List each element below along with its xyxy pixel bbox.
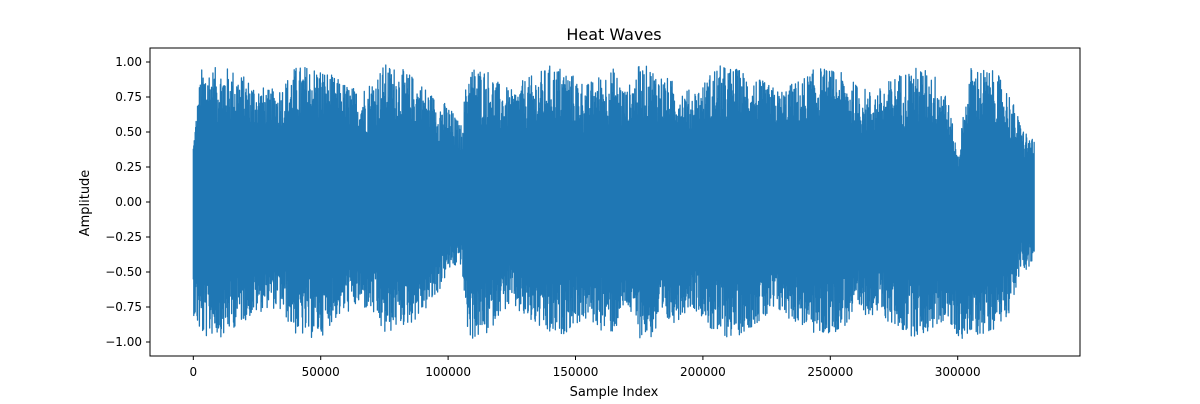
waveform-line [192,64,1035,339]
y-tick-label: −0.25 [105,230,142,244]
x-tick-label: 150000 [553,365,599,379]
waveform-series [192,64,1035,339]
y-tick-label: −0.50 [105,265,142,279]
y-tick-label: 0.25 [115,160,142,174]
x-tick-label: 300000 [935,365,981,379]
y-tick-label: −0.75 [105,300,142,314]
y-axis-label: Amplitude [78,170,93,237]
x-tick-label: 50000 [302,365,340,379]
y-tick-label: −1.00 [105,335,142,349]
x-tick-label: 200000 [680,365,726,379]
y-tick-label: 0.50 [115,125,142,139]
y-tick-label: 1.00 [115,55,142,69]
y-tick-label: 0.75 [115,90,142,104]
chart-title: Heat Waves [566,25,661,44]
x-axis-label: Sample Index [570,385,659,400]
y-tick-label: 0.00 [115,195,142,209]
x-tick-label: 250000 [807,365,853,379]
x-tick-label: 100000 [425,365,471,379]
x-tick-label: 0 [189,365,197,379]
axes-group: 0 50000 100000 150000 200000 250000 300000 −1.0… [105,47,1081,379]
